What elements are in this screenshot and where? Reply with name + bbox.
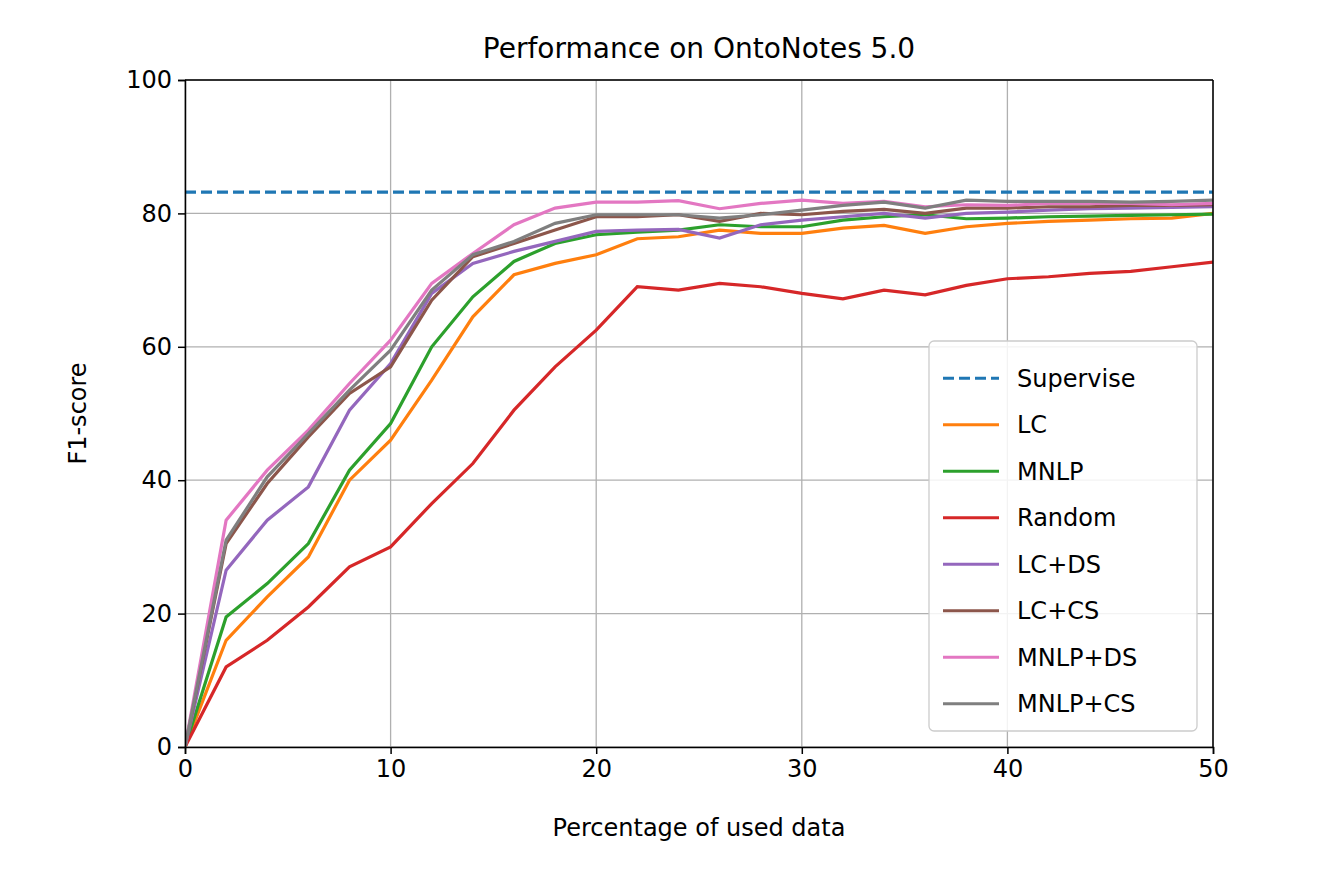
tick-mark <box>178 613 185 615</box>
frame <box>185 79 1213 81</box>
legend-swatch <box>943 563 999 566</box>
tick: 40 <box>993 747 1024 783</box>
series-line <box>185 200 1213 747</box>
tick-mark <box>178 213 185 215</box>
title: Performance on OntoNotes 5.0 <box>483 32 915 65</box>
legend-label: LC+DS <box>1017 551 1101 579</box>
tick: 50 <box>1198 747 1229 783</box>
series-line <box>185 200 1213 747</box>
tick: 40 <box>141 466 185 494</box>
tick-mark <box>178 747 185 749</box>
tick-label: 100 <box>126 66 172 94</box>
tick-label: 40 <box>141 466 172 494</box>
x-axis-title: Percentage of used data <box>553 814 846 842</box>
grid <box>185 80 1213 747</box>
legend-box <box>929 341 1197 731</box>
tick: 10 <box>376 747 407 783</box>
tick-mark <box>802 747 804 754</box>
tick-label: 30 <box>787 755 818 783</box>
tick-mark <box>178 480 185 482</box>
legend-swatch <box>943 516 999 519</box>
legend-label: MNLP+DS <box>1017 644 1137 672</box>
tick: 0 <box>157 733 185 761</box>
legend-label: LC <box>1017 411 1047 439</box>
legend-swatch <box>943 702 999 705</box>
grid-line <box>801 80 802 747</box>
tick-label: 40 <box>993 755 1024 783</box>
series-line <box>185 214 1213 747</box>
tick-mark <box>390 747 392 754</box>
tick: 20 <box>581 747 612 783</box>
legend-label: MNLP+CS <box>1017 690 1136 718</box>
tick-mark <box>1213 747 1215 754</box>
series-line <box>185 207 1213 747</box>
legend-swatch <box>943 423 999 426</box>
grid-line <box>1212 80 1213 747</box>
frame <box>1212 80 1214 747</box>
tick-label: 80 <box>141 200 172 228</box>
tick-label: 10 <box>376 755 407 783</box>
tick-label: 50 <box>1198 755 1229 783</box>
grid-line <box>596 80 597 747</box>
series-line <box>185 262 1213 747</box>
legend-swatch <box>943 609 999 612</box>
axis-line <box>178 81 186 748</box>
tick: 80 <box>141 200 185 228</box>
legend-label: LC+CS <box>1017 597 1099 625</box>
x-axis: 0 10 20 30 40 50 <box>178 747 1229 783</box>
legend-swatch <box>943 377 999 380</box>
y-axis-title: F1-score <box>64 362 92 464</box>
series-line <box>185 213 1213 747</box>
tick-label: 0 <box>157 733 172 761</box>
series-line <box>185 205 1213 747</box>
series-line <box>185 190 1213 193</box>
tick-label: 20 <box>581 755 612 783</box>
grid-line <box>390 80 391 747</box>
tick: 30 <box>787 747 818 783</box>
legend-swatch <box>943 656 999 659</box>
tick-mark <box>178 347 185 349</box>
tick-mark <box>178 80 185 82</box>
legend-label: Random <box>1017 504 1116 532</box>
axis-line <box>186 748 1214 755</box>
tick-label: 0 <box>178 755 193 783</box>
tick: 100 <box>126 66 185 94</box>
tick: 20 <box>141 600 185 628</box>
series-lines <box>185 192 1213 747</box>
plot: 0 10 20 30 40 50 0 20 40 60 80 100 Supervise LC MNLP Ra… <box>126 66 1229 783</box>
grid-line <box>185 79 1213 80</box>
tick-label: 20 <box>141 600 172 628</box>
tick-mark <box>1007 747 1009 754</box>
tick-label: 60 <box>141 333 172 361</box>
legend-swatch <box>943 470 999 473</box>
legend-label: Supervise <box>1017 365 1135 393</box>
tick-mark <box>596 747 598 754</box>
legend: Supervise LC MNLP Random LC+DS LC+CS MNLP+DS MN… <box>929 341 1197 731</box>
chart: 0 10 20 30 40 50 0 20 40 60 80 100 Supervise LC MNLP Ra… <box>0 0 1334 890</box>
tick: 60 <box>141 333 185 361</box>
y-axis: 0 20 40 60 80 100 <box>126 66 185 761</box>
tick: 0 <box>178 747 193 783</box>
grid-line <box>185 213 1213 214</box>
legend-label: MNLP <box>1017 458 1084 486</box>
